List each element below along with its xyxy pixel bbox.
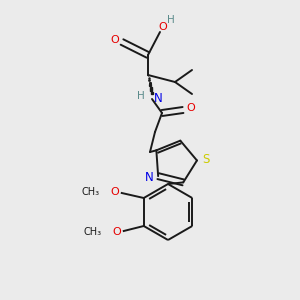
Text: CH₃: CH₃ — [82, 187, 100, 197]
Text: O: O — [111, 35, 119, 45]
Text: O: O — [112, 227, 121, 237]
Text: S: S — [202, 153, 210, 166]
Text: O: O — [110, 187, 119, 197]
Text: O: O — [187, 103, 195, 113]
Text: O: O — [159, 22, 167, 32]
Text: H: H — [137, 91, 145, 101]
Text: N: N — [145, 171, 154, 184]
Text: H: H — [167, 15, 175, 25]
Text: CH₃: CH₃ — [84, 227, 102, 237]
Text: N: N — [154, 92, 163, 104]
